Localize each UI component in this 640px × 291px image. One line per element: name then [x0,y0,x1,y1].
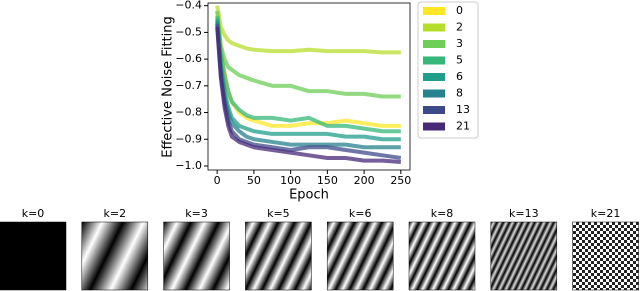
legend-label: 5 [456,54,463,67]
image-tile [163,221,230,291]
y-tick-label: −0.6 [175,52,202,65]
image-caption: k=2 [104,207,127,220]
image-tile [572,221,639,291]
x-tick-label: 200 [354,174,375,187]
legend-label: 3 [456,37,463,50]
series-line [215,16,401,134]
x-tick-label: 100 [280,174,301,187]
y-axis-label: Effective Noise Fitting [161,16,176,157]
plot-area: −1.0 −0.9 −0.8 −0.7 −0.6 −0.5 −0.4 0 50 100 150 200… [175,0,411,187]
series-line [215,10,401,128]
image-caption: k=21 [591,207,621,220]
x-tick-label: 150 [317,174,338,187]
series-line [215,26,401,164]
x-tick-label: 50 [247,174,261,187]
image-tile [245,221,312,291]
image-tile [490,221,558,291]
series-line [215,10,401,99]
image-caption: k=6 [349,207,372,220]
legend-swatch [423,122,445,131]
image-caption: k=5 [267,207,290,220]
legend-box [417,1,479,139]
y-tick-label: −0.8 [175,106,202,119]
legend-label: 2 [456,21,463,34]
legend-label: 13 [456,103,470,116]
y-tick-label: −1.0 [175,159,202,172]
y-tick-label: −0.4 [175,0,202,12]
image-tile [81,221,149,291]
legend-swatch [423,56,445,65]
image-tile [0,221,67,291]
image-caption: k=0 [22,207,45,220]
legend-swatch [423,73,445,81]
y-tick-label: −0.9 [175,132,202,145]
image-caption: k=13 [509,207,539,220]
image-row: k=0 k=2 k=3 k=5 k=6 k=8 k=13 k=21 [0,207,639,291]
legend-label: 8 [456,87,463,100]
legend-label: 0 [456,4,463,17]
legend-swatch [423,89,445,98]
image-tile [408,221,476,291]
legend-swatch [423,23,445,32]
y-tick-label: −0.7 [175,79,202,92]
x-axis-label: Epoch [289,188,329,203]
image-tile [326,221,394,291]
axes-frame [207,2,411,171]
y-tick-label: −0.5 [175,25,202,38]
image-caption: k=3 [185,207,208,220]
legend-label: 6 [456,70,463,83]
legend-swatch [423,7,445,15]
x-tick-label: 250 [390,174,411,187]
x-tick-label: 0 [214,174,221,187]
legend-swatch [423,106,445,114]
legend-swatch [423,40,445,48]
series-line [215,5,401,55]
image-caption: k=8 [431,207,454,220]
legend-label: 21 [456,120,470,133]
